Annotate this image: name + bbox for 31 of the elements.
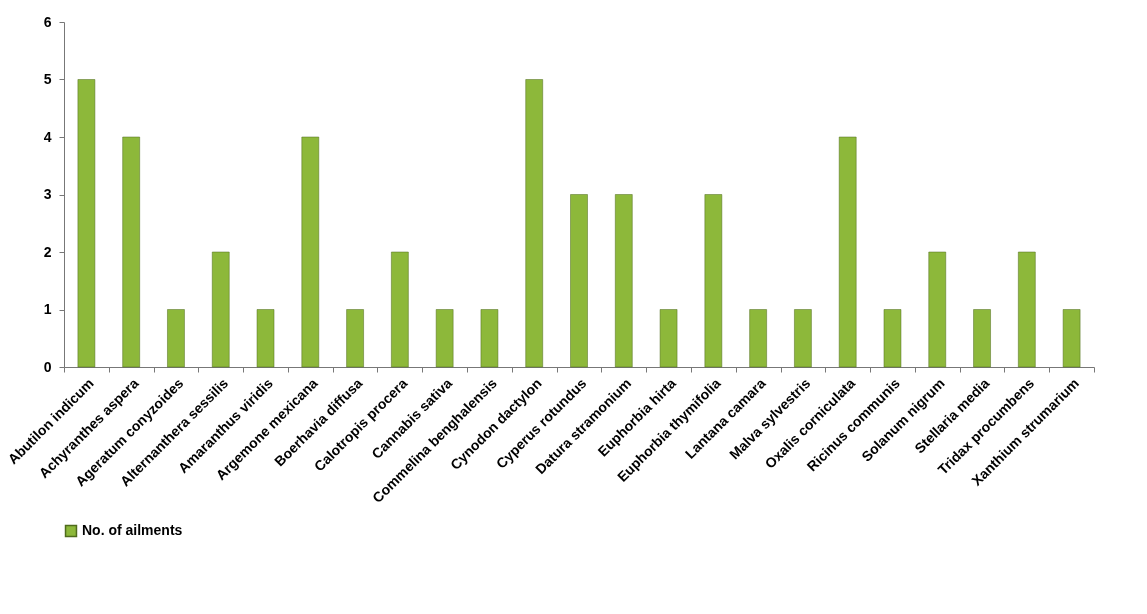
y-tick-label: 6: [43, 13, 52, 30]
bar: [391, 251, 409, 368]
bar: [301, 136, 320, 368]
bar: [480, 309, 499, 368]
y-tick-label: 3: [43, 186, 52, 202]
bar: [615, 194, 633, 368]
bar: [794, 309, 812, 368]
bar: [256, 309, 275, 368]
bar: [122, 136, 140, 368]
bar: [883, 309, 902, 368]
legend-label: No. of ailments: [82, 522, 183, 538]
bar: [167, 309, 185, 368]
bar: [525, 79, 543, 368]
bar: [1062, 309, 1081, 368]
bar: [749, 309, 767, 368]
y-tick-label: 0: [43, 358, 52, 375]
bar: [346, 309, 364, 368]
bar: [435, 309, 454, 368]
bar: [570, 194, 588, 368]
y-tick-label: 1: [43, 301, 52, 317]
bar: [928, 251, 947, 368]
bar: [1018, 251, 1036, 368]
bar: [973, 309, 991, 368]
bar: [704, 194, 723, 368]
bar: [659, 309, 678, 368]
bar: [838, 136, 857, 368]
y-tick-label: 4: [43, 128, 52, 145]
y-tick-label: 5: [43, 71, 52, 87]
bar: [77, 79, 96, 368]
y-tick-label: 2: [43, 243, 52, 260]
bar: [211, 251, 230, 368]
